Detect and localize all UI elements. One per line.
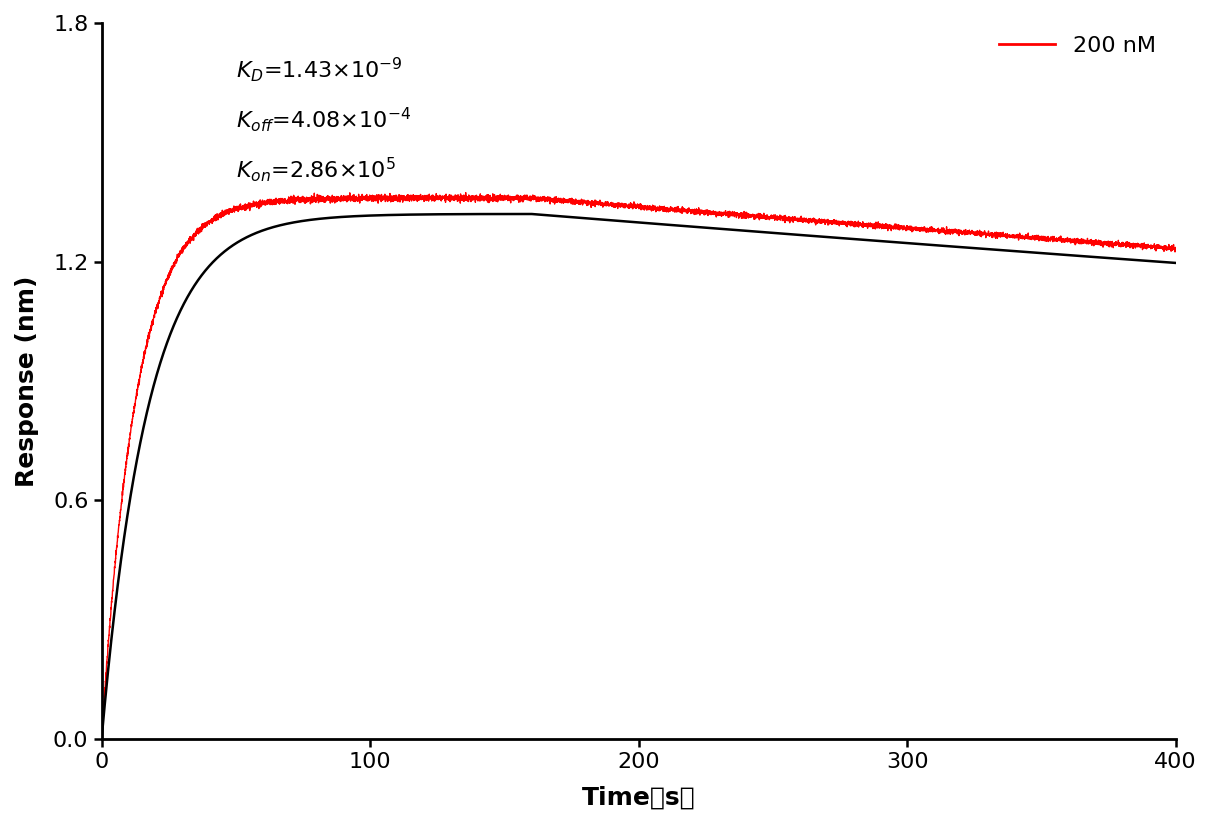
Legend: 200 nM: 200 nM	[990, 27, 1165, 64]
Text: $K_{on}$=2.86×10$^{5}$: $K_{on}$=2.86×10$^{5}$	[236, 155, 396, 184]
X-axis label: Time（s）: Time（s）	[582, 786, 696, 810]
Text: $K_{off}$=4.08×10$^{-4}$: $K_{off}$=4.08×10$^{-4}$	[236, 106, 411, 134]
Text: $K_D$=1.43×10$^{-9}$: $K_D$=1.43×10$^{-9}$	[236, 55, 402, 84]
Y-axis label: Response (nm): Response (nm)	[15, 276, 39, 487]
